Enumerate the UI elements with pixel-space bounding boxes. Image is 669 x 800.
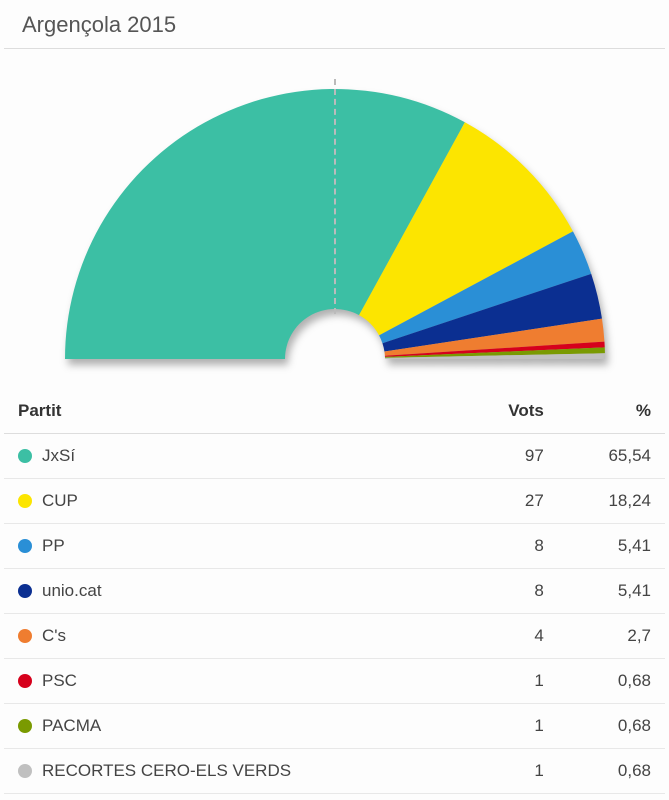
party-name: PP xyxy=(42,536,65,555)
votes-cell: 8 xyxy=(461,524,558,569)
half-donut-chart xyxy=(35,79,635,369)
party-swatch xyxy=(18,764,32,778)
party-name: unio.cat xyxy=(42,581,102,600)
table-row: RECORTES CERO-ELS VERDS 10,68 xyxy=(4,749,665,794)
col-votes: Vots xyxy=(461,389,558,434)
chart-area xyxy=(0,49,669,379)
votes-cell: 27 xyxy=(461,479,558,524)
party-cell: JxSí xyxy=(4,434,461,479)
results-panel: Argençola 2015 Partit Vots % JxSí 9765,54… xyxy=(0,0,669,794)
party-swatch xyxy=(18,494,32,508)
party-cell: PSC xyxy=(4,659,461,704)
pct-cell: 0,68 xyxy=(558,749,665,794)
table-row: PACMA 10,68 xyxy=(4,704,665,749)
votes-cell: 8 xyxy=(461,569,558,614)
pct-cell: 65,54 xyxy=(558,434,665,479)
col-party: Partit xyxy=(4,389,461,434)
party-name: RECORTES CERO-ELS VERDS xyxy=(42,761,291,780)
votes-cell: 4 xyxy=(461,614,558,659)
party-name: C's xyxy=(42,626,66,645)
party-cell: PP xyxy=(4,524,461,569)
party-swatch xyxy=(18,719,32,733)
party-swatch xyxy=(18,629,32,643)
party-cell: unio.cat xyxy=(4,569,461,614)
party-name: PACMA xyxy=(42,716,101,735)
table-row: PSC 10,68 xyxy=(4,659,665,704)
table-row: PP 85,41 xyxy=(4,524,665,569)
party-swatch xyxy=(18,584,32,598)
table-row: CUP 2718,24 xyxy=(4,479,665,524)
party-swatch xyxy=(18,674,32,688)
pct-cell: 18,24 xyxy=(558,479,665,524)
table-row: C's 42,7 xyxy=(4,614,665,659)
pct-cell: 0,68 xyxy=(558,704,665,749)
party-cell: C's xyxy=(4,614,461,659)
pct-cell: 2,7 xyxy=(558,614,665,659)
party-swatch xyxy=(18,539,32,553)
votes-cell: 1 xyxy=(461,704,558,749)
table-row: unio.cat 85,41 xyxy=(4,569,665,614)
votes-cell: 1 xyxy=(461,749,558,794)
votes-cell: 1 xyxy=(461,659,558,704)
chart-midline xyxy=(334,79,336,314)
results-table: Partit Vots % JxSí 9765,54 CUP 2718,24 PP 85,… xyxy=(4,389,665,794)
party-cell: RECORTES CERO-ELS VERDS xyxy=(4,749,461,794)
pct-cell: 5,41 xyxy=(558,569,665,614)
party-cell: PACMA xyxy=(4,704,461,749)
pct-cell: 0,68 xyxy=(558,659,665,704)
page-title: Argençola 2015 xyxy=(4,0,665,49)
table-row: JxSí 9765,54 xyxy=(4,434,665,479)
col-pct: % xyxy=(558,389,665,434)
pct-cell: 5,41 xyxy=(558,524,665,569)
party-cell: CUP xyxy=(4,479,461,524)
votes-cell: 97 xyxy=(461,434,558,479)
party-name: PSC xyxy=(42,671,77,690)
party-swatch xyxy=(18,449,32,463)
party-name: CUP xyxy=(42,491,78,510)
party-name: JxSí xyxy=(42,446,75,465)
